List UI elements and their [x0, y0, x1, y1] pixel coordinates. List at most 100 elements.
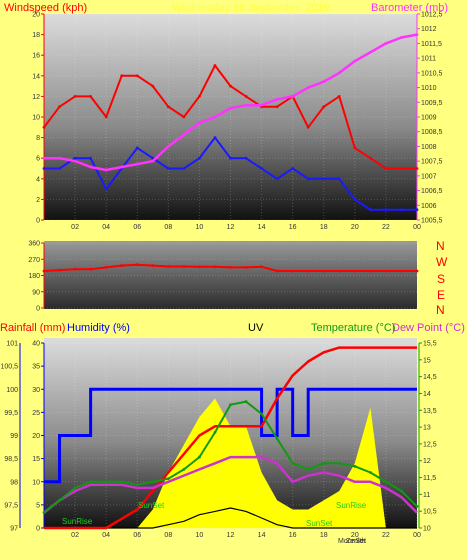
- wind-direction-series-point: [368, 269, 372, 273]
- temperature-series-point: [166, 477, 170, 481]
- dew-point-axis-title: Dew Point (°C): [392, 322, 465, 334]
- temperature-series-point: [89, 480, 93, 484]
- avg-windspeed-series-point: [353, 198, 357, 201]
- barometer-series-point: [244, 103, 248, 107]
- windspeed-x-tick-label: 22: [382, 224, 390, 231]
- temperature-tick-label: 12: [423, 458, 431, 465]
- wind-direction-series-point: [322, 269, 326, 273]
- windspeed-tick-label: 4: [36, 176, 40, 183]
- humidity-series: [44, 387, 417, 484]
- avg-windspeed-series-point: [306, 177, 310, 181]
- wind-direction-series-point: [198, 265, 201, 269]
- temperature-series-point: [400, 489, 403, 493]
- barometer-tick-label: 1007,5: [421, 159, 443, 166]
- gust-series-point: [322, 105, 326, 109]
- rain-temp-x-tick-label: 08: [164, 532, 172, 539]
- sunset-label-2: SunSet: [306, 519, 333, 528]
- gust-series-point: [120, 74, 124, 78]
- barometer-tick-label: 1012,5: [421, 12, 443, 19]
- windspeed-tick-label: 0: [36, 218, 40, 225]
- avg-windspeed-series-point: [291, 167, 295, 170]
- gust-series-point: [244, 95, 248, 98]
- barometer-tick-label: 1005,5: [421, 218, 443, 225]
- wind-direction-series-point: [58, 268, 61, 272]
- temperature-series-point: [182, 468, 186, 471]
- moonset-label: MoonSet: [338, 538, 366, 545]
- avg-windspeed-series-point: [275, 177, 279, 181]
- avg-windspeed-series-point: [198, 156, 201, 160]
- compass-e: E: [437, 288, 445, 302]
- gust-series-point: [135, 74, 139, 78]
- temperature-series-point: [151, 480, 155, 484]
- wind-direction-series-point: [120, 264, 124, 267]
- avg-windspeed-series-point: [260, 167, 263, 170]
- gust-series-point: [151, 84, 155, 88]
- windspeed-tick-label: 8: [36, 135, 40, 142]
- compass-n-bottom: N: [436, 303, 445, 317]
- temperature-axis-title: Temperature (°C): [311, 322, 395, 334]
- humidity-tick-label: 98: [10, 479, 18, 486]
- barometer-axis-title: Barometer (mb): [371, 2, 448, 14]
- windspeed-tick-label: 2: [36, 197, 40, 204]
- humidity-tick-label: 100,5: [0, 364, 18, 371]
- wind-direction-plot-area: [44, 241, 417, 309]
- barometer-series-point: [260, 103, 263, 107]
- avg-windspeed-series-point: [337, 177, 341, 181]
- wind-direction-series-point: [166, 265, 170, 268]
- avg-windspeed-series-point: [73, 156, 77, 160]
- temperature-series-point: [260, 412, 263, 416]
- wind-direction-series-point: [275, 269, 279, 273]
- gust-series-point: [198, 95, 201, 98]
- barometer-tick-label: 1006,5: [421, 188, 443, 195]
- windspeed-tick-label: 20: [32, 12, 40, 19]
- rainfall-tick-label: 35: [32, 364, 40, 371]
- wind-direction-tick-label: 0: [36, 306, 40, 313]
- wind-direction-series-point: [89, 267, 93, 271]
- wind-direction-tick-label: 360: [28, 241, 40, 248]
- windspeed-axis-title: Windspeed (kph): [4, 2, 87, 14]
- rainfall-tick-label: 20: [32, 433, 40, 440]
- zenith-label: Zenith: [346, 538, 366, 545]
- wind-direction-tick-label: 180: [28, 273, 40, 280]
- humidity-tick-label: 99: [10, 433, 18, 440]
- sunrise-label: SunRise: [62, 517, 93, 526]
- wind-direction-series-point: [400, 269, 403, 273]
- temperature-tick-label: 15,5: [423, 341, 437, 348]
- temperature-tick-label: 13,5: [423, 408, 437, 415]
- temperature-series-point: [415, 505, 419, 508]
- rainfall-tick-label: 10: [32, 479, 40, 486]
- barometer-series-point: [353, 59, 357, 63]
- temperature-tick-label: 10: [423, 526, 431, 533]
- avg-windspeed-series-point: [244, 156, 248, 160]
- rainfall-axis-title: Rainfall (mm): [0, 322, 65, 334]
- rainfall-tick-label: 30: [32, 387, 40, 394]
- temperature-tick-label: 11: [423, 492, 430, 499]
- rain-temp-x-tick-label: 22: [382, 532, 390, 539]
- temperature-series-point: [244, 400, 248, 403]
- solar-radiation-area: [44, 398, 417, 528]
- barometer-series-point: [135, 162, 139, 166]
- temperature-series-point: [353, 464, 357, 468]
- barometer-series-point: [291, 95, 295, 98]
- gust-series-point: [306, 125, 310, 129]
- avg-windspeed-series-point: [400, 208, 403, 212]
- temperature-series-point: [58, 498, 61, 502]
- temperature-series-point: [73, 486, 77, 490]
- barometer-tick-label: 1010,5: [421, 70, 443, 77]
- gust-series-point: [104, 115, 108, 119]
- rain-temp-x-tick-label: 02: [71, 532, 79, 539]
- windspeed-tick-label: 14: [32, 73, 40, 80]
- temperature-series-point: [104, 480, 108, 484]
- barometer-series-point: [104, 168, 108, 172]
- temperature-series-point: [135, 483, 139, 487]
- wind-direction-series-point: [306, 269, 310, 273]
- barometer-tick-label: 1011: [421, 56, 436, 63]
- rainfall-tick-label: 5: [36, 502, 40, 509]
- rainfall-tick-label: 25: [32, 410, 40, 417]
- wind-direction-series-point: [151, 264, 155, 267]
- barometer-series-point: [42, 156, 46, 160]
- humidity-tick-label: 97,5: [4, 502, 18, 509]
- barometer-series-point: [415, 33, 419, 36]
- wind-direction-tick-label: 270: [28, 257, 40, 264]
